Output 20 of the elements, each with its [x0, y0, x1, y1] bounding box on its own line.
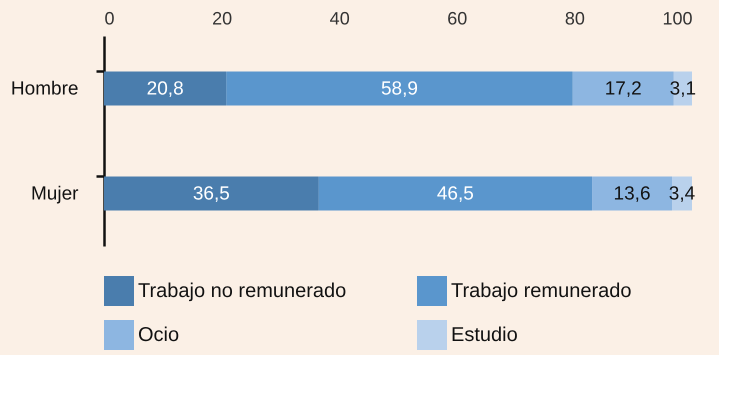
data-label: 46,5	[436, 184, 474, 204]
x-tick-label: 100	[662, 8, 692, 28]
x-tick-label: 40	[330, 8, 350, 28]
data-label: 58,9	[380, 78, 418, 100]
data-label: 13,6	[614, 184, 651, 204]
x-tick-label: 20	[212, 8, 232, 28]
legend-label: Estudio	[451, 324, 518, 346]
y-tick-label: Mujer	[30, 184, 80, 204]
x-tick-label: 80	[564, 8, 585, 28]
legend-label: Trabajo remunerado	[451, 280, 632, 302]
data-label: 3,4	[668, 184, 696, 204]
x-tick-label: 60	[447, 8, 468, 28]
data-label: 3,1	[670, 78, 696, 100]
legend-label: Ocio	[138, 324, 180, 346]
data-label: 17,2	[604, 78, 642, 100]
y-tick-label: Hombre	[10, 78, 78, 100]
legend-label: Trabajo no remunerado	[138, 280, 346, 302]
data-label: 20,8	[146, 78, 184, 100]
x-tick-label: 0	[104, 8, 115, 28]
data-label: 36,5	[192, 184, 230, 204]
